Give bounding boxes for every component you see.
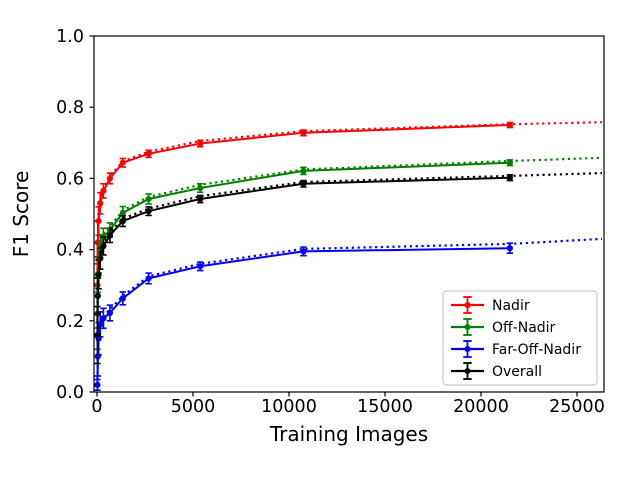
data-point-marker — [119, 218, 126, 225]
legend-entry-off-nadir: Off-Nadir — [451, 318, 556, 336]
data-point-marker — [94, 381, 101, 388]
data-point-marker — [97, 321, 104, 328]
data-point-marker — [197, 140, 204, 147]
plot-border — [93, 35, 605, 393]
legend-entry-far-off-nadir: Far-Off-Nadir — [451, 340, 581, 358]
data-point-marker — [97, 255, 104, 262]
legend-box — [442, 290, 598, 386]
legend-label: Far-Off-Nadir — [492, 342, 581, 358]
data-point-marker — [197, 195, 204, 203]
legend: Nadir Off-Nadir Far-Off-Nadir Overall — [442, 290, 598, 386]
legend-entry-overall: Overall — [451, 362, 542, 380]
legend-marker — [464, 324, 471, 330]
data-point-marker — [119, 295, 126, 302]
x-tick-label: 10000 — [261, 397, 317, 417]
x-axis-label: Training Images — [269, 422, 428, 446]
data-point-marker — [119, 209, 126, 217]
axes: 0 5000 10000 15000 20000 25000 0.0 0.2 0.4 0.6 0.8… — [56, 27, 605, 417]
data-point-marker — [100, 315, 107, 322]
data-series — [94, 121, 603, 392]
data-point-marker — [197, 184, 204, 192]
y-axis-label: F1 Score — [9, 171, 33, 258]
x-tick-label: 15000 — [357, 397, 413, 417]
legend-entry-nadir: Nadir — [451, 296, 530, 314]
data-point-marker — [506, 245, 513, 252]
data-point-marker — [95, 218, 102, 225]
legend-marker — [464, 302, 471, 308]
y-tick-label: 0.8 — [56, 98, 84, 118]
legend-label: Nadir — [492, 298, 530, 314]
fit-line-off-nadir — [96, 156, 603, 304]
fit-line-nadir — [96, 121, 603, 272]
y-tick-label: 0.0 — [56, 383, 84, 403]
x-tick-label: 20000 — [453, 397, 509, 417]
data-point-marker — [97, 200, 104, 207]
data-point-marker — [145, 195, 152, 203]
fit-line-overall — [96, 172, 603, 321]
series-line — [96, 124, 510, 286]
data-point-marker — [100, 242, 107, 250]
x-tick-label: 25000 — [549, 397, 605, 417]
legend-marker — [464, 368, 471, 374]
legend-label: Overall — [492, 364, 542, 380]
data-point-marker — [94, 331, 101, 339]
legend-label: Off-Nadir — [492, 320, 556, 336]
y-tick-label: 0.6 — [56, 169, 84, 189]
x-tick-label: 0 — [91, 397, 102, 417]
fit-line-far-off-nadir — [96, 237, 603, 380]
y-tick-label: 0.4 — [56, 241, 84, 261]
axes-spines — [93, 35, 605, 393]
y-tick-label: 0.2 — [56, 312, 84, 332]
series-overall — [94, 174, 514, 365]
x-tick-label: 5000 — [171, 397, 216, 417]
data-point-marker — [100, 187, 107, 194]
y-tick-label: 1.0 — [56, 27, 84, 47]
data-point-marker — [145, 275, 152, 282]
legend-marker — [464, 346, 471, 352]
